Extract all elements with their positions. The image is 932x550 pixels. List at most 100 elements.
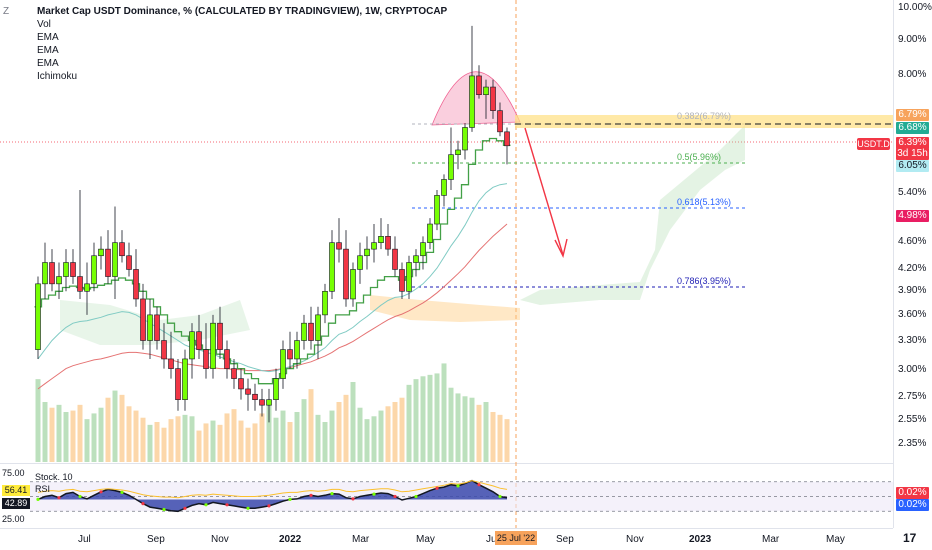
x-tick-label: Nov: [211, 534, 229, 545]
volume-bar: [469, 397, 475, 462]
x-tick-label: Sep: [556, 534, 574, 545]
stoch-cross-dot: [351, 497, 355, 501]
candle-body: [434, 195, 440, 225]
y-tick-label: 4.60%: [898, 236, 927, 247]
volume-bar: [308, 389, 314, 462]
candle-body: [273, 378, 279, 400]
projection-arrowhead: [554, 238, 568, 259]
legend-ichimoku[interactable]: Ichimoku: [37, 71, 78, 82]
y-tick-label: 3.90%: [898, 285, 927, 296]
volume-bar: [280, 410, 286, 462]
volume-bar: [406, 384, 412, 462]
tradingview-logo[interactable]: 17: [903, 531, 917, 545]
volume-bar: [427, 374, 433, 462]
candle-body: [385, 236, 391, 250]
volume-bar: [350, 382, 356, 462]
volume-bar: [56, 404, 62, 462]
volume-bar: [168, 419, 174, 462]
candle-body: [343, 248, 349, 300]
x-tick-label: Nov: [626, 534, 644, 545]
volume-bars: [35, 363, 510, 462]
candle-body: [455, 149, 461, 155]
legend-ema-1[interactable]: EMA: [37, 32, 59, 43]
candle-body: [119, 242, 125, 257]
candle-body: [217, 322, 223, 350]
candle-body: [329, 242, 335, 292]
stoch-cross-dot: [225, 503, 229, 507]
stoch-cross-dot: [372, 492, 376, 496]
volume-bar: [504, 419, 510, 462]
x-tick-label: May: [826, 534, 845, 545]
price-tag-fib-382: 6.79%: [896, 109, 929, 121]
price-tag-ema-3: 4.98%: [896, 210, 929, 222]
y-tick-label: 3.00%: [898, 364, 927, 375]
zoom-label[interactable]: Z: [3, 6, 10, 17]
ema-lines: [34, 137, 511, 390]
drawings: [524, 127, 568, 259]
volume-bar: [336, 402, 342, 462]
candle-body: [224, 349, 230, 369]
volume-bar: [266, 404, 272, 462]
volume-bar: [147, 424, 153, 462]
y-tick-label: 5.40%: [898, 187, 927, 198]
volume-bar: [329, 410, 335, 462]
volume-bar: [490, 412, 496, 462]
candle-body: [497, 110, 503, 133]
stoch-cross-dot: [477, 483, 481, 487]
volume-bar: [203, 423, 209, 462]
volume-bar: [182, 414, 188, 462]
candle-body: [280, 349, 286, 379]
resistance-zone: [515, 115, 893, 128]
volume-bar: [35, 379, 41, 462]
legend-ema-2[interactable]: EMA: [37, 45, 59, 56]
candle-body: [42, 262, 48, 285]
osc-level-75: 75.00: [2, 468, 25, 478]
candle-body: [427, 223, 433, 243]
volume-bar: [448, 387, 454, 462]
chart-title[interactable]: Market Cap USDT Dominance, % (CALCULATED…: [37, 6, 448, 17]
oscillator-pane: [30, 479, 893, 513]
volume-bar: [98, 407, 104, 462]
volume-bar: [175, 416, 181, 462]
stoch-cross-dot: [309, 493, 313, 497]
candle-body: [245, 388, 251, 395]
volume-bar: [133, 410, 139, 462]
osc-tag-stoch: 56.41: [2, 485, 30, 496]
legend-ema-3[interactable]: EMA: [37, 58, 59, 69]
candle-body: [140, 298, 146, 341]
candle-body: [168, 358, 174, 369]
candle-body: [357, 255, 363, 270]
candle-body: [490, 86, 496, 111]
volume-bar: [49, 407, 55, 462]
candle-body: [189, 331, 195, 360]
stoch-area: [38, 480, 507, 512]
candle-body: [210, 322, 216, 369]
volume-bar: [497, 414, 503, 462]
volume-bar: [70, 410, 76, 462]
candle-body: [420, 242, 426, 257]
volume-bar: [273, 417, 279, 462]
candle-body: [161, 340, 167, 360]
osc-name-stoch[interactable]: Stock. 10: [35, 472, 73, 482]
y-tick-label: 2.55%: [898, 414, 927, 425]
chart-legend: Market Cap USDT Dominance, % (CALCULATED…: [37, 5, 447, 83]
volume-bar: [315, 414, 321, 462]
candle-body: [350, 269, 356, 300]
volume-bar: [210, 420, 216, 462]
legend-volume[interactable]: Vol: [37, 19, 51, 30]
stoch-cross-dot: [120, 490, 124, 494]
volume-bar: [385, 406, 391, 462]
stoch-cross-dot: [141, 502, 145, 506]
stoch-cross-dot: [456, 484, 460, 488]
volume-bar: [245, 427, 251, 462]
volume-bar: [287, 422, 293, 462]
candle-body: [399, 269, 405, 292]
candle-body: [105, 248, 111, 277]
candle-body: [308, 322, 314, 341]
osc-name-rsi[interactable]: RSI: [35, 484, 51, 494]
volume-bar: [399, 397, 405, 462]
candle-body: [371, 242, 377, 250]
candle-body: [294, 340, 300, 360]
volume-bar: [231, 409, 237, 462]
